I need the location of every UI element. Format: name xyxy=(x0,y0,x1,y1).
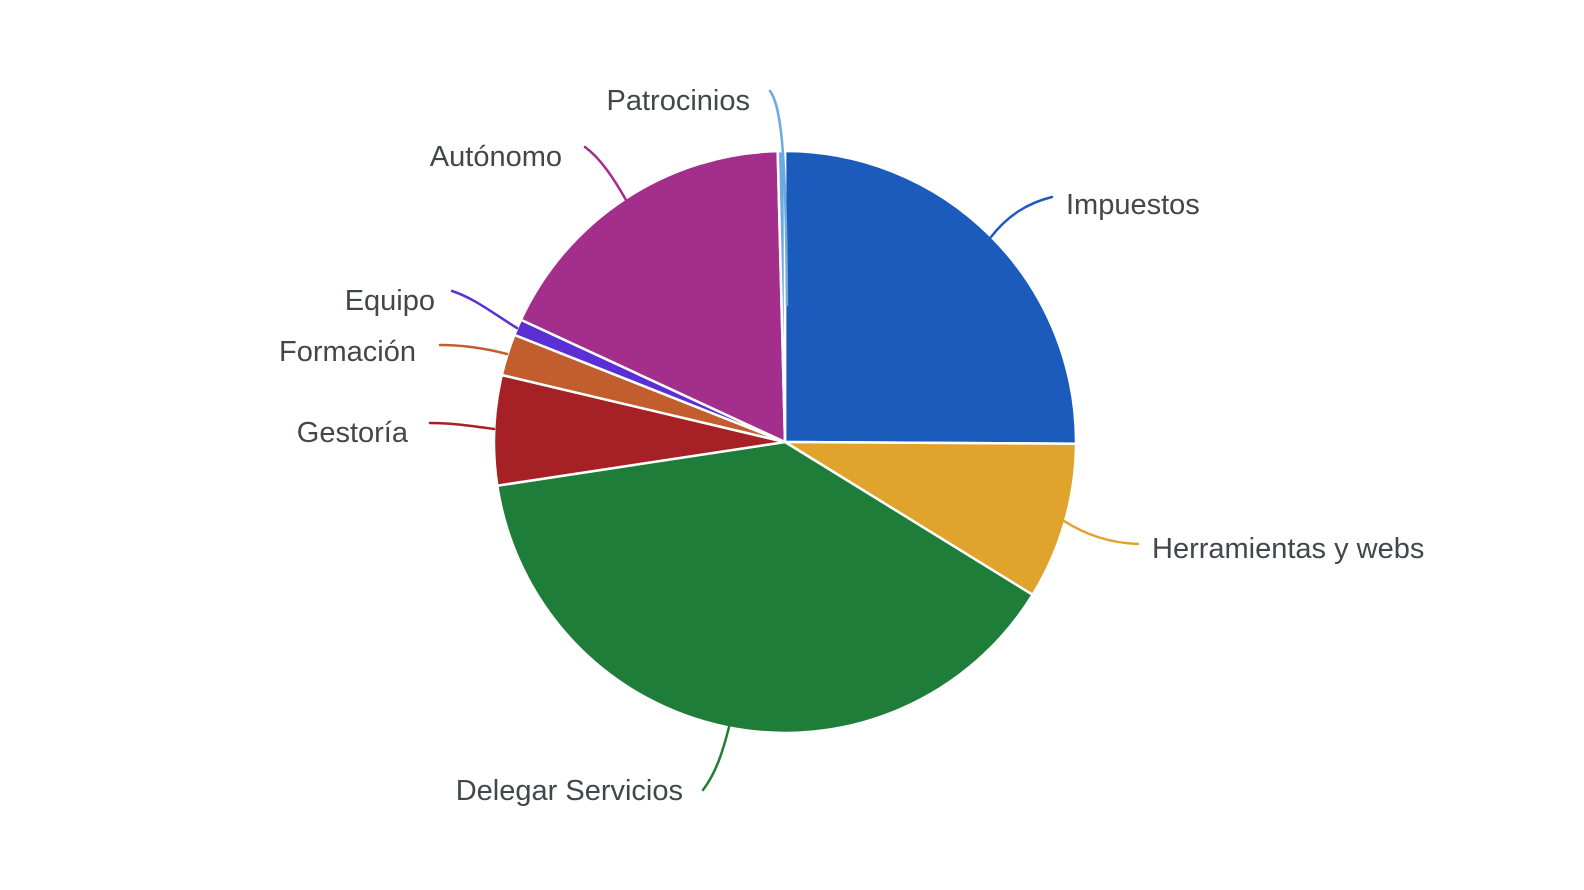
slice-label-formacion: Formación xyxy=(279,336,416,368)
slice-label-delegar-servicios: Delegar Servicios xyxy=(456,775,683,807)
slice-labels: Impuestos Herramientas y webs Delegar Se… xyxy=(279,85,1424,807)
pie-slice-delegar-servicios[interactable] xyxy=(496,440,1034,735)
leader-line-autonomo xyxy=(583,145,628,202)
slice-label-gestoria: Gestoría xyxy=(297,417,409,449)
slice-label-patrocinios: Patrocinios xyxy=(607,85,750,117)
leader-line-delegar-servicios xyxy=(701,725,731,792)
pie-slice-patrocinios[interactable] xyxy=(776,149,787,444)
slice-label-herramientas-y-webs: Herramientas y webs xyxy=(1152,533,1424,565)
pie-slices xyxy=(492,149,1078,735)
leader-line-herramientas-y-webs xyxy=(1062,519,1140,546)
pie-slice-impuestos[interactable] xyxy=(783,149,1078,446)
leader-line-impuestos xyxy=(989,195,1054,239)
slice-label-impuestos: Impuestos xyxy=(1066,189,1200,221)
leader-line-equipo xyxy=(450,289,519,330)
slice-label-autonomo: Autónomo xyxy=(430,141,562,173)
slice-label-equipo: Equipo xyxy=(345,285,435,317)
leader-line-gestoria xyxy=(428,421,496,431)
leader-line-patrocinios xyxy=(768,89,789,307)
leader-line-formacion xyxy=(438,343,509,356)
leader-lines xyxy=(428,89,1140,792)
